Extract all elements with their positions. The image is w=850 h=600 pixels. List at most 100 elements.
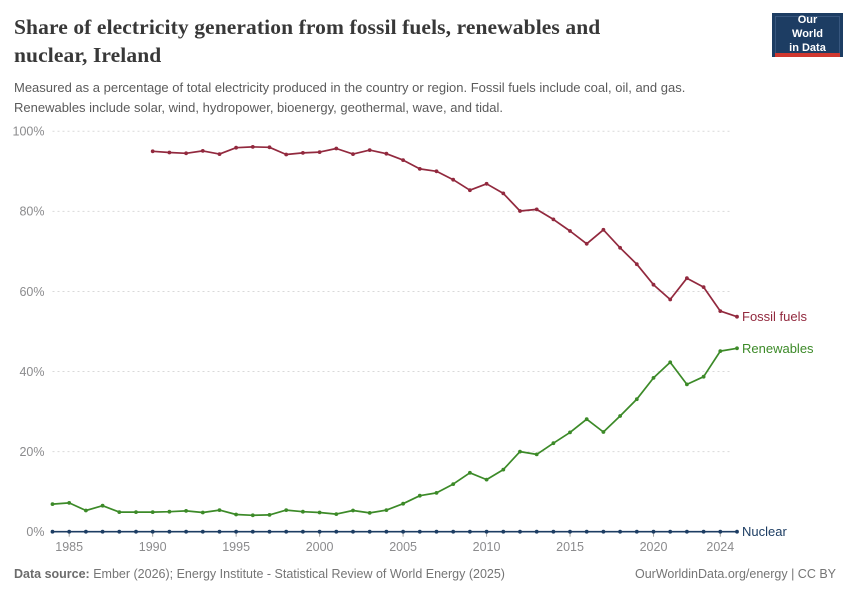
- series-point-nuclear-1993: [200, 529, 205, 534]
- series-point-nuclear-2014: [551, 529, 556, 534]
- title-line-2: nuclear, Ireland: [14, 42, 162, 67]
- series-point-fossil-fuels-2016: [584, 241, 589, 246]
- owid-logo-text: Our World in Data: [775, 14, 840, 54]
- series-point-fossil-fuels-2001: [334, 146, 339, 151]
- series-point-renewables-2010: [484, 477, 489, 482]
- series-point-fossil-fuels-1999: [301, 151, 305, 155]
- series-point-nuclear-2021: [668, 529, 673, 534]
- series-point-nuclear-1984: [50, 529, 55, 534]
- series-point-nuclear-1994: [217, 529, 222, 534]
- series-point-renewables-1986: [84, 508, 88, 513]
- series-point-fossil-fuels-2010: [484, 181, 489, 186]
- series-end-label-nuclear[interactable]: Nuclear: [742, 524, 787, 539]
- owid-logo-line-1: Our World: [792, 14, 823, 41]
- series-point-nuclear-2009: [468, 529, 472, 534]
- series-point-nuclear-2007: [434, 529, 439, 534]
- series-point-renewables-2018: [618, 414, 622, 418]
- series-point-nuclear-2020: [651, 529, 656, 534]
- data-source-text: Ember (2026); Energy Institute - Statist…: [89, 567, 505, 581]
- series-point-renewables-2016: [584, 417, 589, 422]
- series-point-renewables-1994: [217, 508, 222, 512]
- owid-logo[interactable]: Our World in Data: [772, 13, 843, 57]
- series-point-fossil-fuels-2000: [317, 150, 322, 155]
- y-axis-tick-label-20: 20%: [19, 445, 44, 459]
- series-point-fossil-fuels-2015: [568, 229, 572, 233]
- series-point-nuclear-2002: [351, 529, 355, 534]
- series-point-nuclear-2022: [685, 529, 689, 534]
- series-end-label-fossil-fuels[interactable]: Fossil fuels: [742, 309, 808, 324]
- series-point-fossil-fuels-2003: [367, 148, 372, 153]
- series-point-fossil-fuels-2023: [701, 285, 706, 289]
- series-point-nuclear-2016: [584, 529, 589, 534]
- page-subtitle: Measured as a percentage of total electr…: [14, 78, 759, 117]
- series-point-renewables-2001: [334, 512, 339, 516]
- series-point-fossil-fuels-2025: [735, 314, 739, 319]
- series-point-nuclear-2004: [384, 529, 389, 534]
- series-point-fossil-fuels-1998: [284, 152, 289, 157]
- series-point-nuclear-1991: [167, 529, 172, 534]
- x-axis-tick-label-1985: 1985: [55, 540, 83, 554]
- series-point-fossil-fuels-2017: [601, 227, 606, 232]
- owid-logo-red-bar: [775, 53, 840, 57]
- series-point-renewables-2023: [701, 374, 706, 379]
- series-point-nuclear-1997: [267, 529, 272, 534]
- x-axis-tick-label-2024: 2024: [706, 540, 734, 554]
- series-end-label-renewables[interactable]: Renewables: [742, 341, 814, 356]
- x-axis-tick-label-2010: 2010: [473, 540, 501, 554]
- series-point-nuclear-2001: [334, 529, 339, 534]
- series-point-fossil-fuels-2006: [417, 167, 422, 171]
- footer-attribution: OurWorldinData.org/energy | CC BY: [634, 567, 836, 581]
- series-point-renewables-1984: [50, 502, 55, 506]
- series-point-renewables-1998: [284, 508, 289, 512]
- series-point-renewables-2011: [501, 467, 506, 472]
- series-point-nuclear-2003: [367, 529, 372, 534]
- series-point-nuclear-2024: [718, 529, 723, 534]
- series-point-renewables-1991: [167, 509, 172, 514]
- y-axis-tick-label-100: 100%: [13, 125, 45, 139]
- series-point-renewables-2025: [735, 346, 739, 351]
- chart-header: Share of electricity generation from fos…: [14, 14, 759, 117]
- series-point-nuclear-2013: [534, 529, 539, 534]
- series-point-fossil-fuels-2021: [668, 297, 673, 302]
- series-point-renewables-1996: [250, 513, 255, 518]
- series-point-renewables-2014: [551, 441, 556, 446]
- series-point-nuclear-2012: [518, 529, 522, 534]
- series-point-renewables-1989: [134, 510, 138, 514]
- series-line-renewables[interactable]: [52, 347, 738, 517]
- x-axis-tick-label-2020: 2020: [640, 540, 668, 554]
- series-point-fossil-fuels-1993: [200, 149, 205, 153]
- series-point-fossil-fuels-2020: [651, 282, 656, 287]
- series-point-nuclear-1995: [234, 529, 239, 534]
- series-point-nuclear-1990: [150, 529, 155, 534]
- series-point-fossil-fuels-2009: [468, 188, 472, 193]
- series-point-fossil-fuels-1992: [184, 151, 189, 156]
- x-axis-tick-label-2015: 2015: [556, 540, 584, 554]
- series-point-renewables-2022: [685, 382, 689, 387]
- x-axis-tick-label-2005: 2005: [389, 540, 417, 554]
- series-point-nuclear-1999: [301, 529, 305, 534]
- series-line-fossil-fuels[interactable]: [152, 146, 738, 318]
- series-point-fossil-fuels-2005: [401, 158, 405, 163]
- page-title: Share of electricity generation from fos…: [14, 14, 759, 69]
- series-point-renewables-1999: [301, 509, 305, 514]
- series-point-nuclear-1987: [100, 529, 105, 534]
- series-point-renewables-1987: [100, 503, 105, 508]
- series-point-renewables-1990: [150, 510, 155, 514]
- series-point-fossil-fuels-1991: [167, 150, 172, 155]
- subtitle-line-1: Measured as a percentage of total electr…: [14, 80, 686, 96]
- series-point-renewables-2008: [451, 482, 456, 486]
- series-point-renewables-2019: [634, 397, 639, 402]
- series-point-renewables-2012: [518, 449, 522, 454]
- series-point-fossil-fuels-2008: [451, 177, 456, 182]
- footer-data-source: Data source: Ember (2026); Energy Instit…: [14, 567, 505, 581]
- series-point-renewables-2000: [317, 510, 322, 515]
- x-axis-tick-label-2000: 2000: [306, 540, 334, 554]
- series-point-fossil-fuels-2024: [718, 309, 723, 313]
- series-point-nuclear-2008: [451, 529, 456, 534]
- title-line-1: Share of electricity generation from fos…: [14, 15, 601, 39]
- series-point-renewables-2013: [534, 452, 539, 457]
- series-point-nuclear-2000: [317, 529, 322, 534]
- chart-footer: Data source: Ember (2026); Energy Instit…: [14, 567, 836, 581]
